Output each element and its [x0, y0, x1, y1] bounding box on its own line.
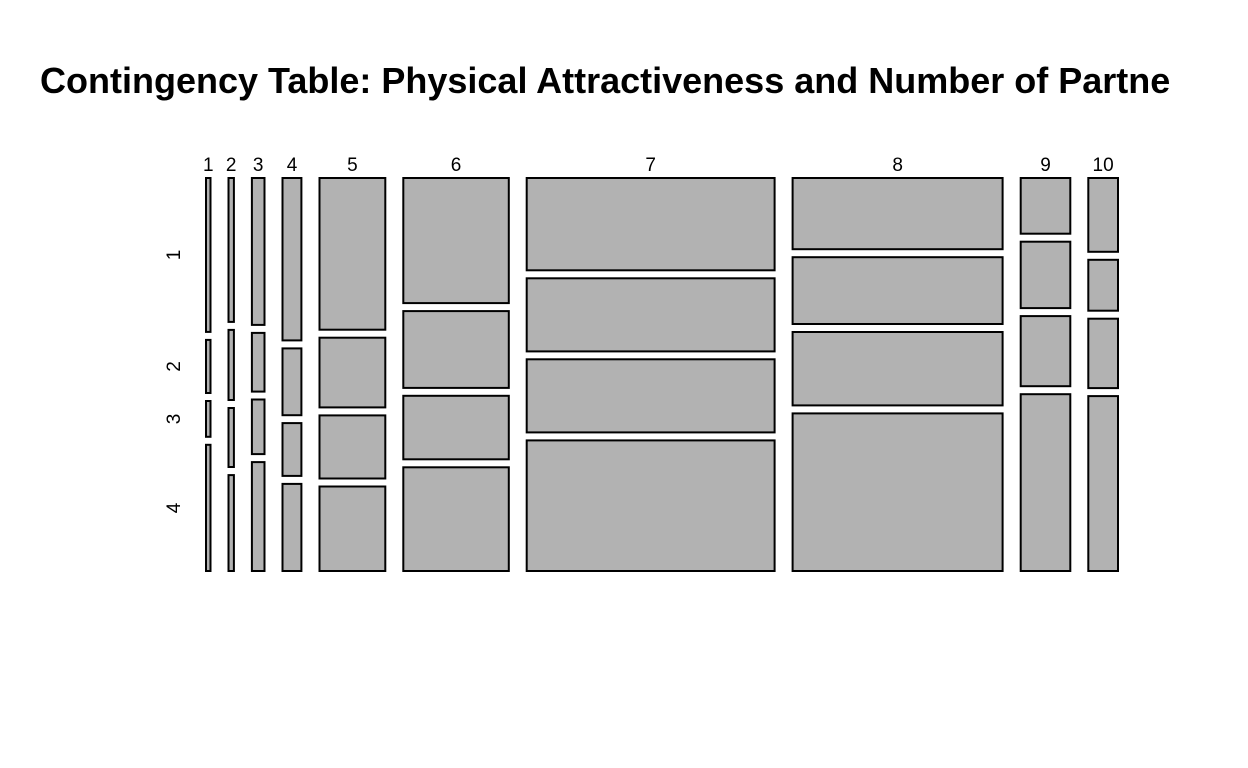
mosaic-cell-4-4: [281, 482, 303, 572]
mosaic-cell-5-1: [318, 177, 387, 331]
mosaic-cell-4-2: [281, 347, 303, 417]
row-label-2: 2: [164, 361, 185, 372]
mosaic-cell-10-3: [1087, 317, 1120, 390]
mosaic-cell-8-3: [791, 331, 1004, 407]
mosaic-cell-5-4: [318, 485, 387, 572]
mosaic-cell-7-2: [525, 277, 776, 353]
column-label-10: 10: [1093, 155, 1114, 176]
column-label-4: 4: [287, 155, 298, 176]
mosaic-cell-3-4: [250, 461, 266, 573]
mosaic-cell-1-1: [205, 177, 212, 333]
row-labels: 1 2 3 4: [164, 250, 185, 514]
mosaic-cell-9-2: [1019, 240, 1072, 310]
mosaic-cell-6-2: [402, 310, 510, 389]
mosaic-cell-7-4: [525, 439, 776, 572]
mosaic-cell-10-2: [1087, 258, 1120, 312]
mosaic-tiles: [205, 177, 1120, 573]
mosaic-cell-6-1: [402, 177, 510, 305]
mosaic-cell-3-2: [250, 331, 266, 393]
row-label-3: 3: [164, 414, 185, 425]
mosaic-cell-2-2: [227, 328, 235, 401]
mosaic-cell-5-3: [318, 414, 387, 480]
mosaic-cell-9-3: [1019, 315, 1072, 388]
column-label-7: 7: [645, 155, 656, 176]
mosaic-cell-1-2: [205, 338, 212, 394]
mosaic-cell-10-4: [1087, 395, 1120, 572]
row-label-4: 4: [164, 502, 185, 513]
mosaic-cell-8-1: [791, 177, 1004, 251]
mosaic-cell-2-3: [227, 407, 235, 468]
mosaic-cell-6-4: [402, 466, 510, 572]
mosaic-cell-4-3: [281, 422, 303, 477]
mosaic-cell-8-4: [791, 412, 1004, 572]
column-labels: 1 2 3 4 5 6 7 8 9 10: [203, 155, 1114, 176]
mosaic-cell-7-1: [525, 177, 776, 272]
mosaic-cell-7-3: [525, 358, 776, 434]
mosaic-cell-1-4: [205, 443, 212, 572]
column-label-6: 6: [451, 155, 462, 176]
chart-title: Contingency Table: Physical Attractivene…: [40, 60, 1170, 101]
column-label-3: 3: [253, 155, 264, 176]
mosaic-cell-6-3: [402, 394, 510, 461]
mosaic-cell-2-1: [227, 177, 235, 323]
column-label-5: 5: [347, 155, 358, 176]
column-label-2: 2: [226, 155, 237, 176]
column-label-8: 8: [892, 155, 903, 176]
column-label-1: 1: [203, 155, 214, 176]
mosaic-cell-1-3: [205, 400, 212, 438]
row-label-1: 1: [164, 250, 185, 261]
mosaic-cell-9-4: [1019, 393, 1072, 573]
mosaic-cell-10-1: [1087, 177, 1120, 253]
mosaic-cell-2-4: [227, 474, 235, 573]
mosaic-cell-9-1: [1019, 177, 1072, 235]
mosaic-cell-5-2: [318, 336, 387, 409]
mosaic-cell-3-3: [250, 398, 266, 456]
column-label-9: 9: [1040, 155, 1051, 176]
mosaic-cell-3-1: [250, 177, 266, 326]
mosaic-cell-4-1: [281, 177, 303, 342]
mosaic-cell-8-2: [791, 256, 1004, 326]
